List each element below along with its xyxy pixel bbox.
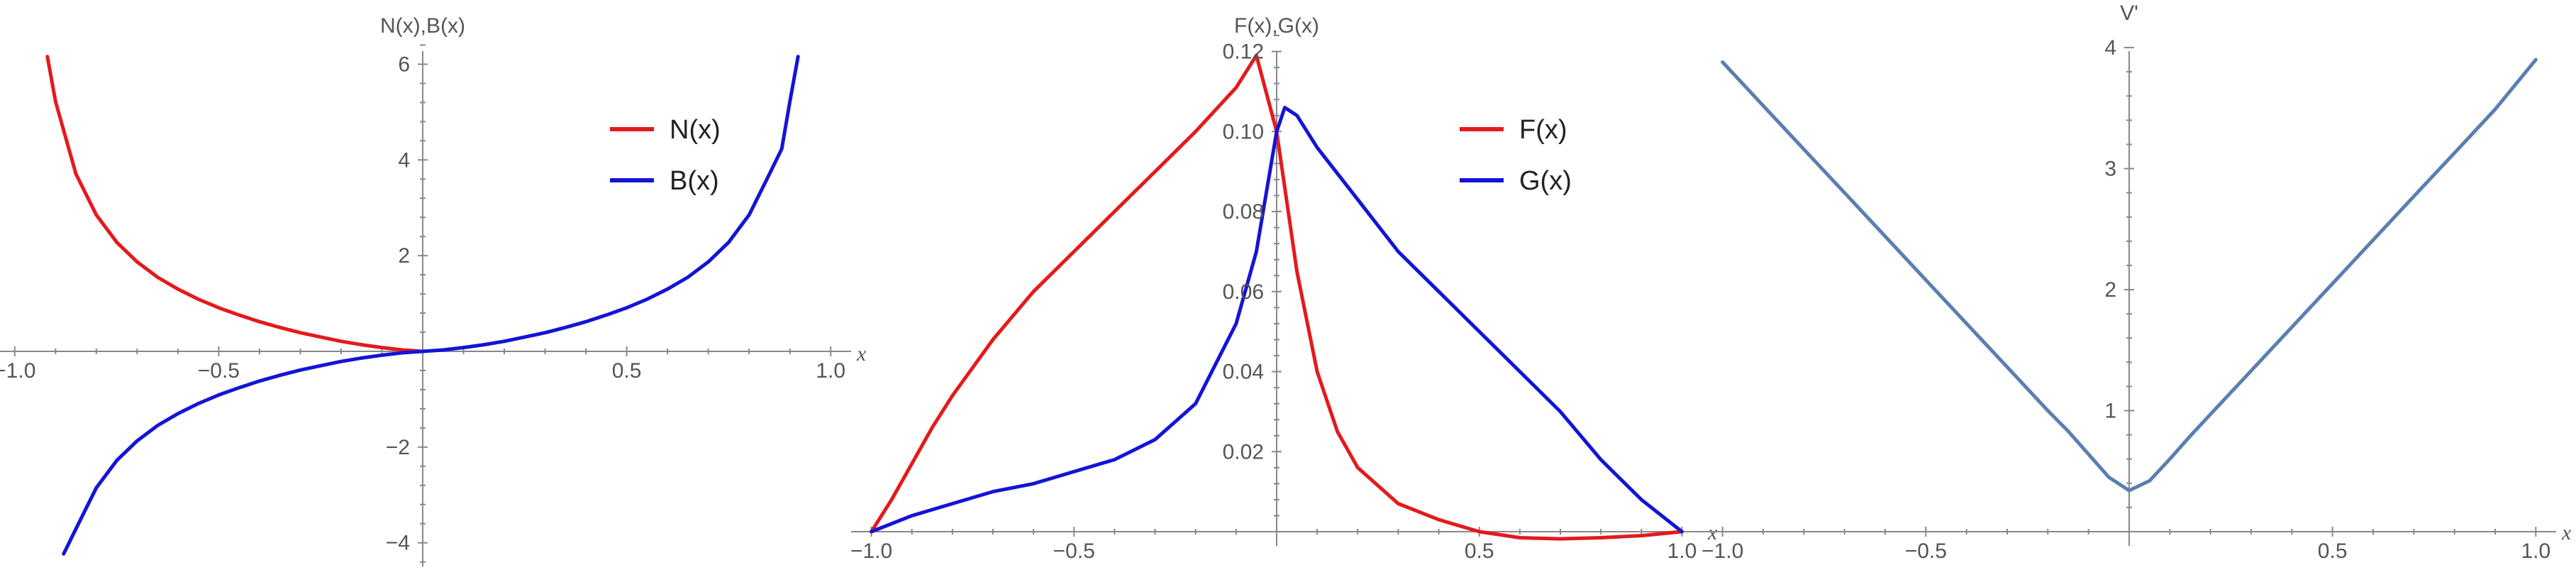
- y-tick-label: 0.04: [1223, 361, 1264, 384]
- panel-2-y-axis-title: F(x),G(x): [1234, 14, 1319, 38]
- y-tick-label: 4: [398, 148, 410, 172]
- x-tick-label: 0.5: [612, 359, 642, 383]
- x-tick-label: −0.5: [1053, 539, 1095, 563]
- y-tick-label: 2: [2104, 278, 2116, 302]
- panel-3-x-axis-title: x: [2561, 521, 2572, 544]
- x-tick-label: −1.0: [850, 539, 892, 563]
- y-tick-label: 4: [2104, 36, 2116, 60]
- series-line-fx: [870, 53, 1684, 541]
- legend-label: G(x): [1519, 166, 1572, 196]
- legend-label: B(x): [670, 166, 719, 196]
- y-tick-label: 0.10: [1223, 120, 1264, 143]
- y-tick-label: 1: [2104, 400, 2116, 423]
- y-tick-label: 6: [398, 53, 410, 76]
- panel-2-chart: −1.0 −0.5 0.5 1.0 0.02 0.04 0.06 0.08 0.10 0.12 F…: [850, 14, 1718, 563]
- panel-2-x-axis-title: x: [1707, 521, 1718, 544]
- y-tick-label: 0.02: [1223, 440, 1264, 464]
- panel-3-series: [1721, 57, 2538, 493]
- panel-1-chart: −1.0 −0.5 0.5 1.0 −4 −2 2 4 6 N(x),B(x) x N(x) B(…: [0, 14, 867, 567]
- panel-2-series: [870, 53, 1684, 541]
- x-tick-label: 1.0: [816, 359, 845, 383]
- panel-3-axes: [1702, 47, 2556, 546]
- y-tick-label: 2: [398, 244, 410, 268]
- y-tick-label: 3: [2104, 158, 2116, 181]
- y-tick-label: 0.08: [1223, 200, 1264, 224]
- y-tick-label: 0.06: [1223, 280, 1264, 304]
- legend-label: N(x): [670, 115, 721, 145]
- x-tick-label: −0.5: [1905, 539, 1947, 563]
- panel-3-chart: −1.0 −0.5 0.5 1.0 1 2 3 4 V' x: [1701, 1, 2572, 563]
- series-line-curve: [1721, 57, 2538, 493]
- panel-1-tick-labels: −1.0 −0.5 0.5 1.0 −4 −2 2 4 6: [0, 53, 845, 554]
- x-tick-label: −1.0: [0, 359, 35, 383]
- panel-1-y-axis-title: N(x),B(x): [380, 14, 465, 38]
- panel-3-y-axis-title: V': [2120, 1, 2138, 25]
- series-line-gx: [870, 106, 1684, 534]
- x-tick-label: 0.5: [2318, 539, 2348, 563]
- y-tick-label: −4: [386, 532, 410, 555]
- panel-1-series: [45, 55, 800, 556]
- panel-3-tick-labels: −1.0 −0.5 0.5 1.0 1 2 3 4: [1701, 36, 2550, 563]
- panel-1-x-axis-title: x: [856, 342, 867, 366]
- panel-2-legend: F(x) G(x): [1460, 115, 1572, 196]
- panel-1-axes: [0, 44, 851, 567]
- legend-label: F(x): [1519, 115, 1567, 145]
- panel-2-tick-labels: −1.0 −0.5 0.5 1.0 0.02 0.04 0.06 0.08 0.10 0.12: [850, 40, 1697, 563]
- panel-1-legend: N(x) B(x): [610, 115, 721, 196]
- y-tick-label: −2: [386, 436, 410, 459]
- y-tick-label: 0.12: [1223, 40, 1264, 64]
- x-tick-label: 1.0: [2521, 539, 2550, 563]
- x-tick-label: −1.0: [1701, 539, 1743, 563]
- panel-2-axes: [851, 35, 1702, 546]
- x-tick-label: −0.5: [198, 359, 240, 383]
- x-tick-label: 1.0: [1667, 539, 1697, 563]
- series-line-nx: [45, 55, 425, 353]
- x-tick-label: 0.5: [1465, 539, 1494, 563]
- series-line-bx: [62, 55, 800, 556]
